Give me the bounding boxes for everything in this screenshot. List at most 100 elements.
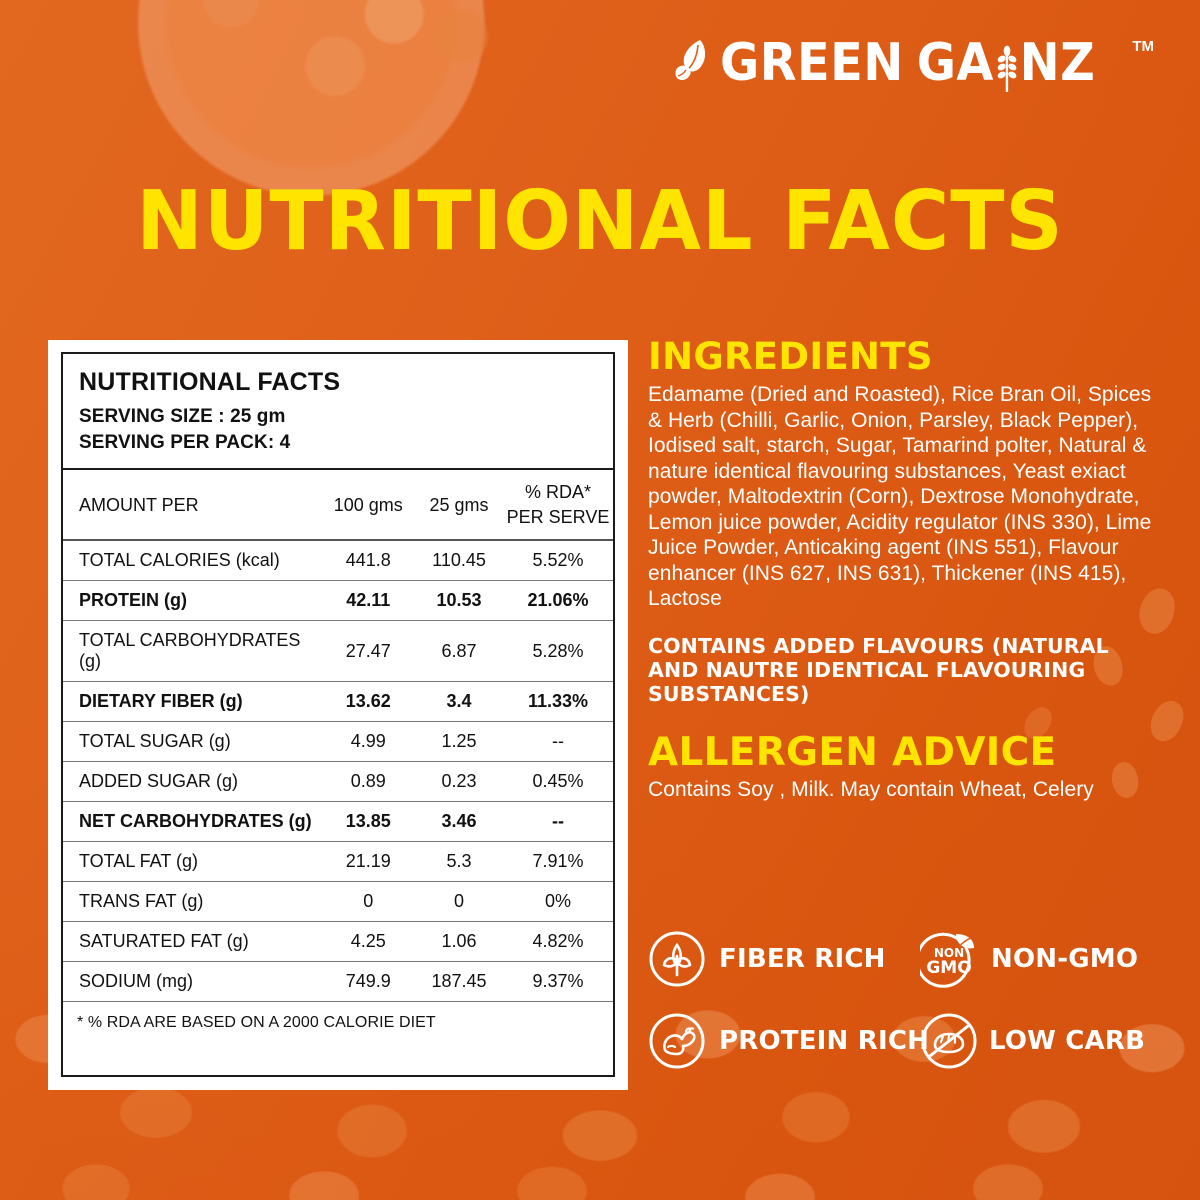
nutrition-card-title: NUTRITIONAL FACTS: [79, 368, 341, 396]
value-per-25g: 1.06: [415, 921, 503, 962]
value-rda: 21.06%: [503, 580, 613, 621]
table-row: TOTAL CALORIES (kcal) 441.8 110.45 5.52%: [63, 540, 613, 581]
no-bread-icon: [921, 1013, 977, 1069]
value-per-25g: 1.25: [415, 721, 503, 762]
table-row: DIETARY FIBER (g) 13.62 3.4 11.33%: [63, 681, 613, 722]
table-row: TOTAL SUGAR (g) 4.99 1.25 --: [63, 721, 613, 762]
nutrient-label: PROTEIN (g): [63, 580, 322, 621]
serving-size: SERVING SIZE : 25 gm: [79, 406, 286, 427]
value-per-100g: 42.11: [321, 580, 415, 621]
table-row: SATURATED FAT (g) 4.25 1.06 4.82%: [63, 921, 613, 962]
page-title: NUTRITIONAL FACTS: [136, 174, 1064, 269]
table-row: ADDED SUGAR (g) 0.89 0.23 0.45%: [63, 761, 613, 802]
table-row: TRANS FAT (g) 0 0 0%: [63, 881, 613, 922]
nutrient-label: SODIUM (mg): [63, 961, 322, 1002]
value-per-100g: 27.47: [321, 620, 415, 682]
table-row: TOTAL CARBOHYDRATES (g) 27.47 6.87 5.28%: [63, 620, 613, 682]
column-header-100g: 100 gms: [321, 470, 415, 541]
value-rda: --: [503, 801, 613, 842]
non-gmo-icon: NON GMO: [920, 932, 974, 988]
ingredients-heading: INGREDIENTS: [648, 335, 933, 378]
value-per-100g: 4.99: [321, 721, 415, 762]
column-header-rda: % RDA* PER SERVE: [503, 470, 613, 541]
badge-fiber-rich: FIBER RICH: [648, 930, 920, 988]
nutrition-card-border: NUTRITIONAL FACTS SERVING SIZE : 25 gm S…: [61, 352, 615, 1077]
badge-label: PROTEIN RICH: [719, 1026, 930, 1056]
leaf-icon: [675, 40, 706, 81]
badge-low-carb: LOW CARB: [920, 1012, 1160, 1070]
allergen-heading: ALLERGEN ADVICE: [648, 729, 1057, 775]
badge-non-gmo: NON GMO NON-GMO: [920, 930, 1160, 988]
value-per-100g: 0.89: [321, 761, 415, 802]
nutrient-label: ADDED SUGAR (g): [63, 761, 322, 802]
flexed-bicep-icon: [649, 1013, 705, 1069]
table-row: SODIUM (mg) 749.9 187.45 9.37%: [63, 961, 613, 1002]
table-header-row: AMOUNT PER 100 gms 25 gms % RDA* PER SER…: [63, 470, 613, 541]
brand-word-gainz-b: NZ: [1020, 33, 1096, 93]
rda-line-1: % RDA*: [524, 482, 591, 502]
info-column: INGREDIENTS Edamame (Dried and Roasted),…: [648, 336, 1160, 802]
allergen-text: Contains Soy , Milk. May contain Wheat, …: [648, 777, 1094, 801]
table-row: TOTAL FAT (g) 21.19 5.3 7.91%: [63, 841, 613, 882]
value-per-100g: 4.25: [321, 921, 415, 962]
value-per-25g: 0.23: [415, 761, 503, 802]
plant-leaf-icon: [649, 931, 705, 987]
brand-word-gainz-a: GA: [917, 33, 995, 93]
nutrition-card-header: NUTRITIONAL FACTS SERVING SIZE : 25 gm S…: [63, 354, 613, 470]
value-per-100g: 13.62: [321, 681, 415, 722]
value-per-25g: 110.45: [415, 540, 503, 581]
rda-line-2: PER SERVE: [506, 507, 610, 527]
nutrient-label: SATURATED FAT (g): [63, 921, 322, 962]
serving-per-pack: SERVING PER PACK: 4: [79, 432, 291, 453]
brand-wordmark: GREEN GA NZ: [720, 34, 1095, 92]
column-header-25g: 25 gms: [415, 470, 503, 541]
value-per-100g: 749.9: [321, 961, 415, 1002]
value-rda: 5.52%: [503, 540, 613, 581]
nutrient-label: DIETARY FIBER (g): [63, 681, 322, 722]
value-per-25g: 5.3: [415, 841, 503, 882]
nutrient-label: TRANS FAT (g): [63, 881, 322, 922]
value-per-100g: 441.8: [321, 540, 415, 581]
brand-logo: GREEN GA NZ TM: [674, 34, 1154, 92]
value-rda: 0%: [503, 881, 613, 922]
nutrient-label: TOTAL FAT (g): [63, 841, 322, 882]
value-per-25g: 6.87: [415, 620, 503, 682]
nutrition-table: AMOUNT PER 100 gms 25 gms % RDA* PER SER…: [63, 470, 613, 1002]
value-rda: 7.91%: [503, 841, 613, 882]
badge-protein-rich: PROTEIN RICH: [648, 1012, 929, 1070]
value-per-25g: 3.46: [415, 801, 503, 842]
badge-label: LOW CARB: [989, 1026, 1146, 1056]
ingredients-text: Edamame (Dried and Roasted), Rice Bran O…: [648, 383, 1152, 610]
value-rda: 0.45%: [503, 761, 613, 802]
table-row: NET CARBOHYDRATES (g) 13.85 3.46 --: [63, 801, 613, 842]
value-rda: --: [503, 721, 613, 762]
feature-badges: FIBER RICH NON GMO NON-GMO PROTEIN RICH: [648, 918, 1160, 1082]
badge-label: NON-GMO: [991, 944, 1139, 974]
allergen-section: ALLERGEN ADVICE Contains Soy , Milk. May…: [648, 729, 1160, 803]
value-rda: 5.28%: [503, 620, 613, 682]
column-header-amount: AMOUNT PER: [63, 470, 322, 541]
value-per-25g: 10.53: [415, 580, 503, 621]
nutrient-label: NET CARBOHYDRATES (g): [63, 801, 322, 842]
rda-footnote: * % RDA ARE BASED ON A 2000 CALORIE DIET: [77, 1014, 436, 1031]
value-per-100g: 21.19: [321, 841, 415, 882]
nutrient-label: TOTAL CALORIES (kcal): [63, 540, 322, 581]
value-per-25g: 187.45: [415, 961, 503, 1002]
nutrient-label: TOTAL SUGAR (g): [63, 721, 322, 762]
brand-word-green: GREEN: [720, 33, 905, 93]
value-per-100g: 13.85: [321, 801, 415, 842]
table-row: PROTEIN (g) 42.11 10.53 21.06%: [63, 580, 613, 621]
nutrient-label: TOTAL CARBOHYDRATES (g): [63, 620, 322, 682]
svg-text:GMO: GMO: [926, 958, 971, 978]
svg-text:NON: NON: [934, 946, 964, 960]
wheat-stalk-icon: [997, 45, 1017, 92]
badge-label: FIBER RICH: [719, 944, 886, 974]
value-rda: 4.82%: [503, 921, 613, 962]
trademark-symbol: TM: [1132, 38, 1154, 55]
value-per-100g: 0: [321, 881, 415, 922]
value-rda: 11.33%: [503, 681, 613, 722]
value-per-25g: 3.4: [415, 681, 503, 722]
added-flavours-note: CONTAINS ADDED FLAVOURS (NATURAL AND NAU…: [648, 633, 1109, 706]
value-per-25g: 0: [415, 881, 503, 922]
nutrition-facts-card: NUTRITIONAL FACTS SERVING SIZE : 25 gm S…: [48, 340, 628, 1090]
